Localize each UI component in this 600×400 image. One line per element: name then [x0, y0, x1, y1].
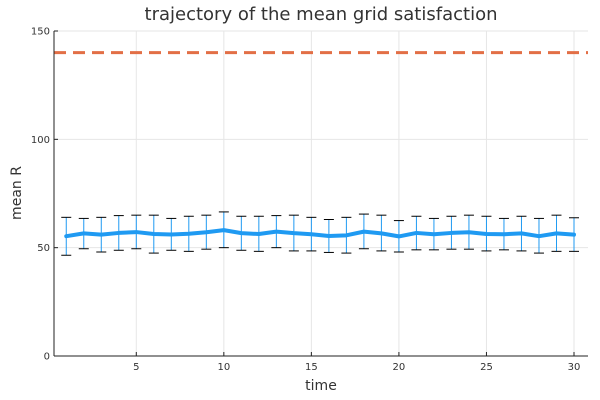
x-tick-label: 10 [217, 362, 230, 373]
x-axis-label: time [305, 378, 337, 394]
y-axis-label: mean R [9, 166, 25, 220]
x-tick-label: 25 [480, 362, 493, 373]
x-tick-label: 30 [568, 362, 581, 373]
y-tick-label: 0 [44, 352, 50, 363]
y-tick-label: 50 [37, 243, 50, 254]
series-layer [54, 51, 588, 256]
y-tick-label: 150 [31, 27, 50, 38]
x-tick-label: 15 [305, 362, 318, 373]
grid-layer [54, 30, 588, 357]
mean-line [64, 228, 576, 239]
axis-layer: 5 10 15 20 25 30 0 50 100 150 [31, 27, 588, 373]
y-tick-label: 100 [31, 135, 50, 146]
x-tick-label: 5 [133, 362, 139, 373]
chart-title: trajectory of the mean grid satisfaction [145, 4, 498, 25]
x-tick-label: 20 [393, 362, 406, 373]
